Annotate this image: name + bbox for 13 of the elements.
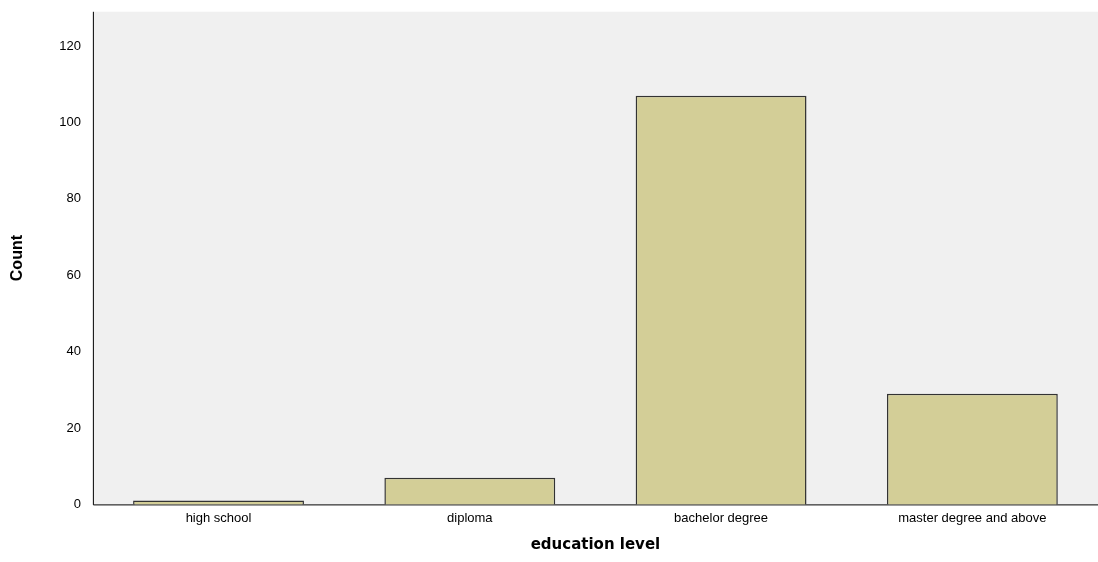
y-tick-label: 20 xyxy=(66,419,81,435)
x-tick-label: diploma xyxy=(447,509,494,525)
y-tick-label: 40 xyxy=(66,343,81,359)
x-axis-title: education level xyxy=(530,534,661,553)
x-tick-label: high school xyxy=(185,509,252,525)
y-axis-title: Count xyxy=(8,234,26,282)
y-tick-label: 80 xyxy=(66,190,81,206)
x-tick-label: bachelor degree xyxy=(674,509,769,525)
y-tick-label: 100 xyxy=(59,114,81,130)
y-tick-label: 120 xyxy=(59,37,81,53)
y-tick-label: 0 xyxy=(73,495,81,511)
x-tick-label: master degree and above xyxy=(898,509,1047,525)
y-tick-label: 60 xyxy=(66,266,81,282)
